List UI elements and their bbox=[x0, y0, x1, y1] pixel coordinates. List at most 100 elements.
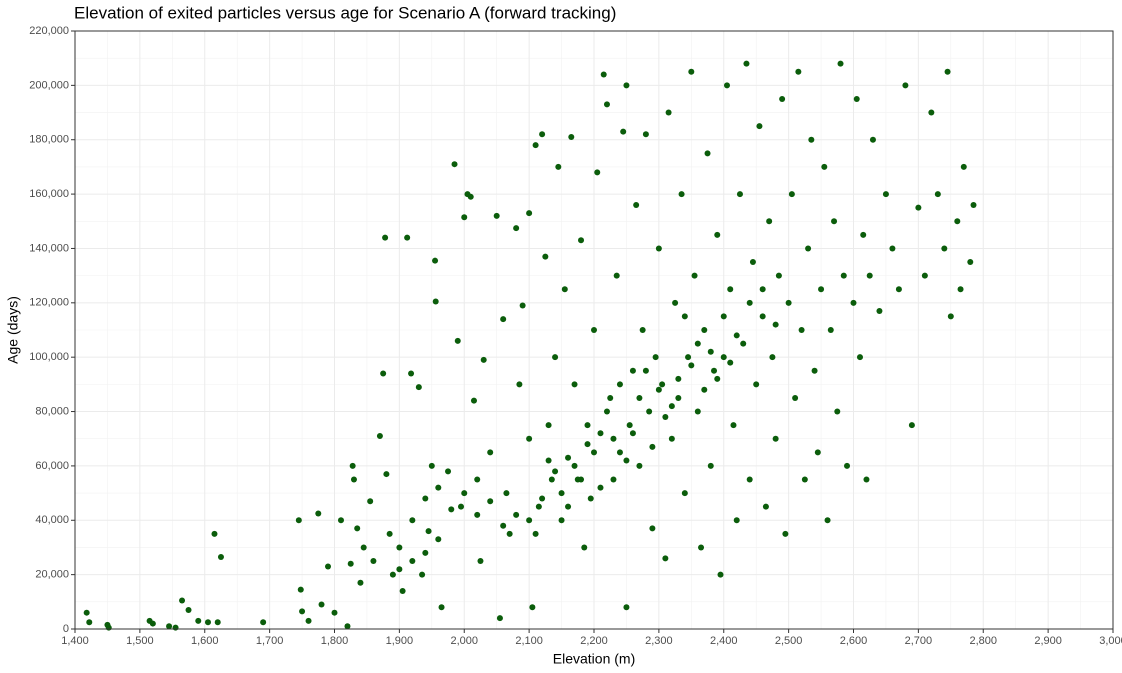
point bbox=[565, 503, 572, 510]
point bbox=[642, 131, 649, 138]
point bbox=[600, 71, 607, 78]
point bbox=[529, 604, 536, 611]
x-tick-label: 2,400 bbox=[710, 635, 738, 647]
point bbox=[513, 225, 520, 232]
point bbox=[944, 68, 951, 75]
point bbox=[701, 386, 708, 393]
y-tick-label: 220,000 bbox=[29, 25, 69, 37]
point bbox=[513, 511, 520, 518]
point bbox=[506, 530, 513, 537]
y-axis-title: Age (days) bbox=[5, 296, 21, 364]
point bbox=[821, 163, 828, 170]
point bbox=[691, 272, 698, 279]
point bbox=[591, 449, 597, 456]
point bbox=[337, 517, 344, 524]
point bbox=[539, 131, 546, 138]
point bbox=[844, 462, 851, 469]
point bbox=[629, 430, 636, 437]
point bbox=[970, 201, 977, 208]
point bbox=[795, 68, 802, 75]
point bbox=[921, 272, 928, 279]
point bbox=[315, 510, 322, 517]
point bbox=[668, 403, 675, 410]
point bbox=[438, 604, 445, 611]
point bbox=[532, 142, 539, 149]
point bbox=[552, 468, 559, 475]
y-tick-label: 160,000 bbox=[29, 188, 69, 200]
point bbox=[195, 617, 202, 624]
point bbox=[503, 490, 510, 497]
point bbox=[526, 517, 533, 524]
point bbox=[837, 60, 844, 67]
point bbox=[571, 462, 578, 469]
point bbox=[688, 362, 695, 369]
point bbox=[707, 462, 714, 469]
point bbox=[578, 476, 585, 483]
point bbox=[571, 381, 578, 388]
point bbox=[86, 619, 93, 626]
point bbox=[587, 495, 594, 502]
point bbox=[584, 422, 591, 429]
x-tick-label: 2,300 bbox=[645, 635, 673, 647]
point bbox=[707, 348, 714, 355]
point bbox=[711, 367, 718, 374]
point bbox=[626, 422, 633, 429]
point bbox=[720, 354, 727, 361]
point bbox=[474, 476, 481, 483]
point bbox=[331, 609, 338, 616]
point bbox=[526, 435, 533, 442]
point bbox=[759, 286, 766, 293]
point bbox=[834, 408, 841, 415]
point bbox=[299, 608, 306, 615]
point bbox=[779, 95, 786, 102]
point bbox=[354, 525, 361, 532]
point bbox=[461, 490, 468, 497]
point bbox=[869, 136, 876, 143]
point bbox=[652, 354, 659, 361]
point bbox=[214, 619, 221, 626]
point bbox=[831, 218, 838, 225]
point bbox=[840, 272, 847, 279]
point bbox=[743, 60, 750, 67]
point bbox=[623, 457, 630, 464]
point bbox=[934, 191, 941, 198]
point bbox=[665, 109, 672, 116]
point bbox=[769, 354, 776, 361]
point bbox=[422, 549, 429, 556]
point bbox=[409, 558, 416, 565]
point bbox=[568, 134, 575, 141]
point bbox=[382, 234, 389, 241]
point bbox=[818, 286, 825, 293]
point bbox=[516, 381, 523, 388]
point bbox=[616, 381, 623, 388]
point bbox=[824, 517, 831, 524]
point bbox=[850, 299, 857, 306]
point bbox=[467, 193, 474, 200]
y-tick-label: 60,000 bbox=[35, 460, 69, 472]
x-tick-label: 2,000 bbox=[450, 635, 478, 647]
point bbox=[548, 476, 555, 483]
x-tick-label: 1,500 bbox=[126, 635, 154, 647]
point bbox=[856, 354, 863, 361]
point bbox=[620, 128, 627, 135]
point bbox=[480, 356, 487, 363]
point bbox=[461, 214, 468, 221]
point bbox=[749, 259, 756, 266]
point bbox=[662, 555, 669, 562]
point bbox=[603, 101, 610, 108]
point bbox=[895, 286, 902, 293]
y-tick-label: 80,000 bbox=[35, 405, 69, 417]
point bbox=[211, 530, 218, 537]
point bbox=[714, 375, 721, 382]
point bbox=[636, 394, 643, 401]
point bbox=[863, 476, 870, 483]
point bbox=[610, 476, 617, 483]
point bbox=[633, 201, 640, 208]
point bbox=[814, 449, 821, 456]
point bbox=[902, 82, 909, 89]
point bbox=[454, 337, 461, 344]
point bbox=[681, 313, 688, 320]
point bbox=[882, 191, 889, 198]
